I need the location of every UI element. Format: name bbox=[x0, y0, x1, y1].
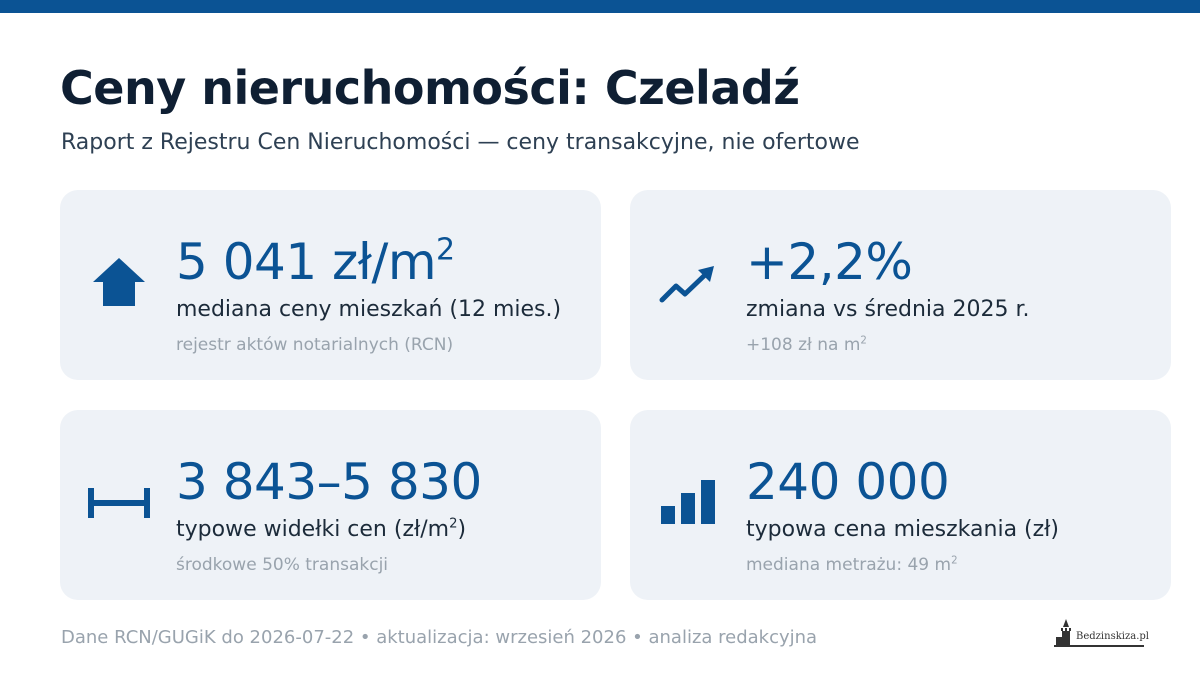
page-title: Ceny nieruchomości: Czeladź bbox=[60, 61, 800, 115]
house-icon bbox=[93, 258, 145, 306]
stat-label: mediana ceny mieszkań (12 mies.) bbox=[176, 297, 562, 322]
stat-note: +108 zł na m2 bbox=[746, 335, 867, 355]
stat-card-typical-price: 240 000 typowa cena mieszkania (zł) medi… bbox=[630, 410, 1171, 600]
stat-label: typowe widełki cen (zł/m2) bbox=[176, 516, 467, 542]
stat-card-change: +2,2% zmiana vs średnia 2025 r. +108 zł … bbox=[630, 190, 1171, 380]
stat-value: 3 843–5 830 bbox=[176, 453, 482, 511]
castle-icon bbox=[1054, 619, 1144, 647]
stat-label: zmiana vs średnia 2025 r. bbox=[746, 297, 1030, 322]
stat-card-price-range: 3 843–5 830 typowe widełki cen (zł/m2) ś… bbox=[60, 410, 601, 600]
stat-value: 5 041 zł/m2 bbox=[176, 232, 455, 291]
page-subtitle: Raport z Rejestru Cen Nieruchomości — ce… bbox=[61, 130, 860, 155]
top-accent-bar bbox=[0, 0, 1200, 13]
stat-note: mediana metrażu: 49 m2 bbox=[746, 555, 958, 575]
footer-source: Dane RCN/GUGiK do 2026-07-22 • aktualiza… bbox=[61, 627, 818, 648]
stat-note: środkowe 50% transakcji bbox=[176, 555, 389, 575]
site-logo[interactable]: Bedzinskiza.pl bbox=[1052, 617, 1149, 653]
stat-note: rejestr aktów notarialnych (RCN) bbox=[176, 335, 454, 355]
trend-up-icon bbox=[659, 266, 714, 303]
stat-label: typowa cena mieszkania (zł) bbox=[746, 517, 1060, 542]
range-icon bbox=[88, 488, 150, 518]
bar-chart-icon bbox=[661, 480, 715, 524]
stat-value: +2,2% bbox=[746, 233, 913, 291]
stat-value: 240 000 bbox=[746, 453, 950, 511]
stat-card-median-price: 5 041 zł/m2 mediana ceny mieszkań (12 mi… bbox=[60, 190, 601, 380]
logo-text: Bedzinskiza.pl bbox=[1076, 631, 1149, 642]
